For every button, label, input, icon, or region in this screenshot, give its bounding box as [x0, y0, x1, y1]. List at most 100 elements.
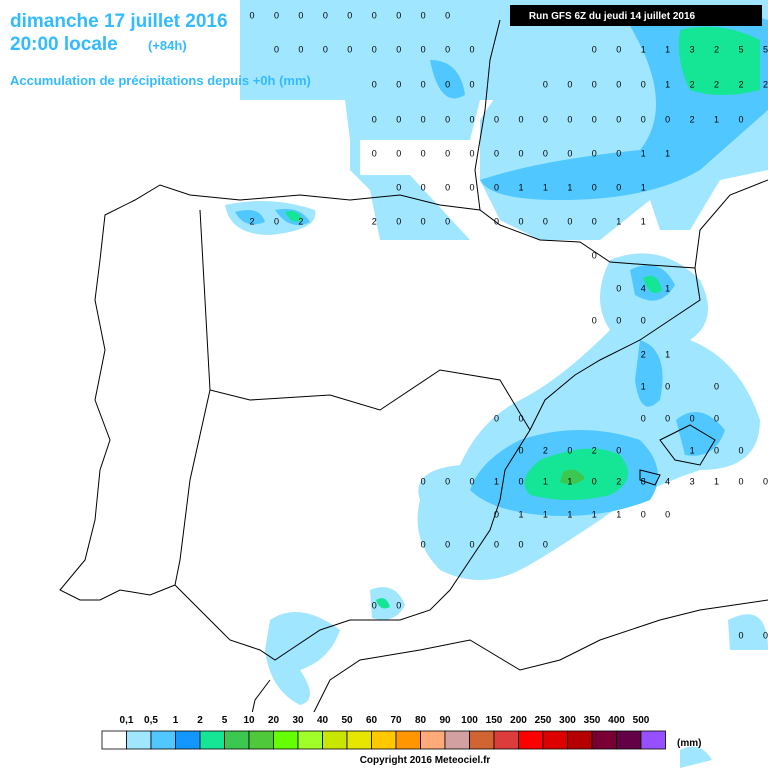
- subtitle: Accumulation de précipitations depuis +0…: [10, 73, 311, 88]
- legend-swatch: [322, 730, 348, 750]
- grid-value: 0: [396, 44, 401, 54]
- legend-swatch: [126, 730, 152, 750]
- legend-label: 250: [535, 715, 552, 726]
- legend-swatch: [567, 730, 593, 750]
- grid-value: 2: [616, 476, 621, 486]
- grid-value: 0: [372, 44, 377, 54]
- grid-value: 5: [763, 44, 768, 54]
- legend-swatch: [371, 730, 397, 750]
- copyright: Copyright 2016 Meteociel.fr: [360, 755, 491, 766]
- grid-value: 0: [518, 445, 523, 455]
- grid-value: 0: [421, 476, 426, 486]
- grid-value: 0: [641, 315, 646, 325]
- grid-value: 0: [543, 539, 548, 549]
- grid-value: 0: [518, 216, 523, 226]
- legend-swatch: [101, 730, 127, 750]
- legend-label: 100: [461, 715, 478, 726]
- legend-unit: (mm): [677, 738, 701, 749]
- grid-value: 0: [421, 114, 426, 124]
- grid-value: 1: [641, 182, 646, 192]
- grid-value: 0: [445, 476, 450, 486]
- grid-value: 1: [665, 349, 670, 359]
- grid-value: 0: [372, 148, 377, 158]
- grid-value: 0: [323, 10, 328, 20]
- grid-value: 0: [445, 10, 450, 20]
- grid-value: 1: [616, 216, 621, 226]
- grid-value: 0: [543, 148, 548, 158]
- grid-value: 1: [641, 148, 646, 158]
- legend-label: 500: [633, 715, 650, 726]
- grid-value: 2: [763, 79, 768, 89]
- legend-label: 350: [584, 715, 601, 726]
- title-time: 20:00 locale: [10, 34, 118, 55]
- grid-value: 1: [665, 79, 670, 89]
- legend-swatch: [493, 730, 519, 750]
- grid-value: 0: [690, 413, 695, 423]
- grid-value: 2: [543, 445, 548, 455]
- grid-value: 0: [396, 182, 401, 192]
- grid-value: 0: [763, 630, 768, 640]
- grid-value: 0: [421, 539, 426, 549]
- grid-value: 0: [421, 10, 426, 20]
- grid-value: 1: [494, 476, 499, 486]
- title-offset: (+84h): [148, 38, 187, 53]
- legend-label: 50: [341, 715, 353, 726]
- run-box: [510, 5, 762, 26]
- grid-value: 0: [445, 114, 450, 124]
- grid-value: 0: [738, 476, 743, 486]
- grid-value: 2: [690, 114, 695, 124]
- grid-value: 0: [421, 216, 426, 226]
- legend-swatch: [640, 730, 666, 750]
- grid-value: 0: [470, 476, 475, 486]
- grid-value: 0: [396, 10, 401, 20]
- grid-value: 0: [738, 630, 743, 640]
- grid-value: 0: [592, 114, 597, 124]
- grid-value: 0: [616, 315, 621, 325]
- legend-label: 40: [317, 715, 329, 726]
- grid-value: 0: [470, 79, 475, 89]
- legend-label: 1: [173, 715, 179, 726]
- coastlines: [59, 19, 768, 769]
- grid-value: 3: [690, 44, 695, 54]
- grid-value: 0: [616, 79, 621, 89]
- grid-value: 1: [665, 44, 670, 54]
- grid-value: 0: [592, 315, 597, 325]
- legend-label: 10: [243, 715, 255, 726]
- grid-value: 0: [421, 79, 426, 89]
- legend-label: 5: [222, 715, 228, 726]
- grid-value: 0: [567, 79, 572, 89]
- grid-value: 0: [567, 114, 572, 124]
- legend-label: 80: [415, 715, 427, 726]
- grid-value: 2: [372, 216, 377, 226]
- legend-label: 2: [197, 715, 203, 726]
- grid-value: 0: [372, 79, 377, 89]
- grid-value: 0: [567, 148, 572, 158]
- grid-value: 0: [445, 182, 450, 192]
- grid-value: 2: [714, 44, 719, 54]
- grid-value: 0: [396, 114, 401, 124]
- legend-swatch: [591, 730, 617, 750]
- grid-values: 0 0 0 0 0 0 0 0 0 0 0 0 0 0 0 0 0 0 0 0 1 1 3 2 5 5 0 0 0 0 0 0 0 0 0 0 1 2 2 2…: [249, 10, 767, 640]
- legend-label: 200: [510, 715, 527, 726]
- legend-label: 30: [292, 715, 304, 726]
- grid-value: 0: [445, 79, 450, 89]
- grid-value: 0: [567, 445, 572, 455]
- grid-value: 0: [347, 44, 352, 54]
- legend-swatch: [199, 730, 225, 750]
- grid-value: 0: [396, 216, 401, 226]
- grid-value: 0: [616, 148, 621, 158]
- grid-value: 0: [665, 413, 670, 423]
- grid-value: 1: [543, 182, 548, 192]
- grid-value: 1: [518, 509, 523, 519]
- legend-swatch: [150, 730, 176, 750]
- grid-value: 0: [445, 148, 450, 158]
- grid-value: 0: [543, 216, 548, 226]
- legend-label: 0,5: [144, 715, 158, 726]
- grid-value: 0: [592, 216, 597, 226]
- grid-value: 0: [616, 44, 621, 54]
- grid-value: 0: [738, 114, 743, 124]
- legend-swatch: [444, 730, 470, 750]
- grid-value: 0: [470, 539, 475, 549]
- grid-value: 1: [567, 182, 572, 192]
